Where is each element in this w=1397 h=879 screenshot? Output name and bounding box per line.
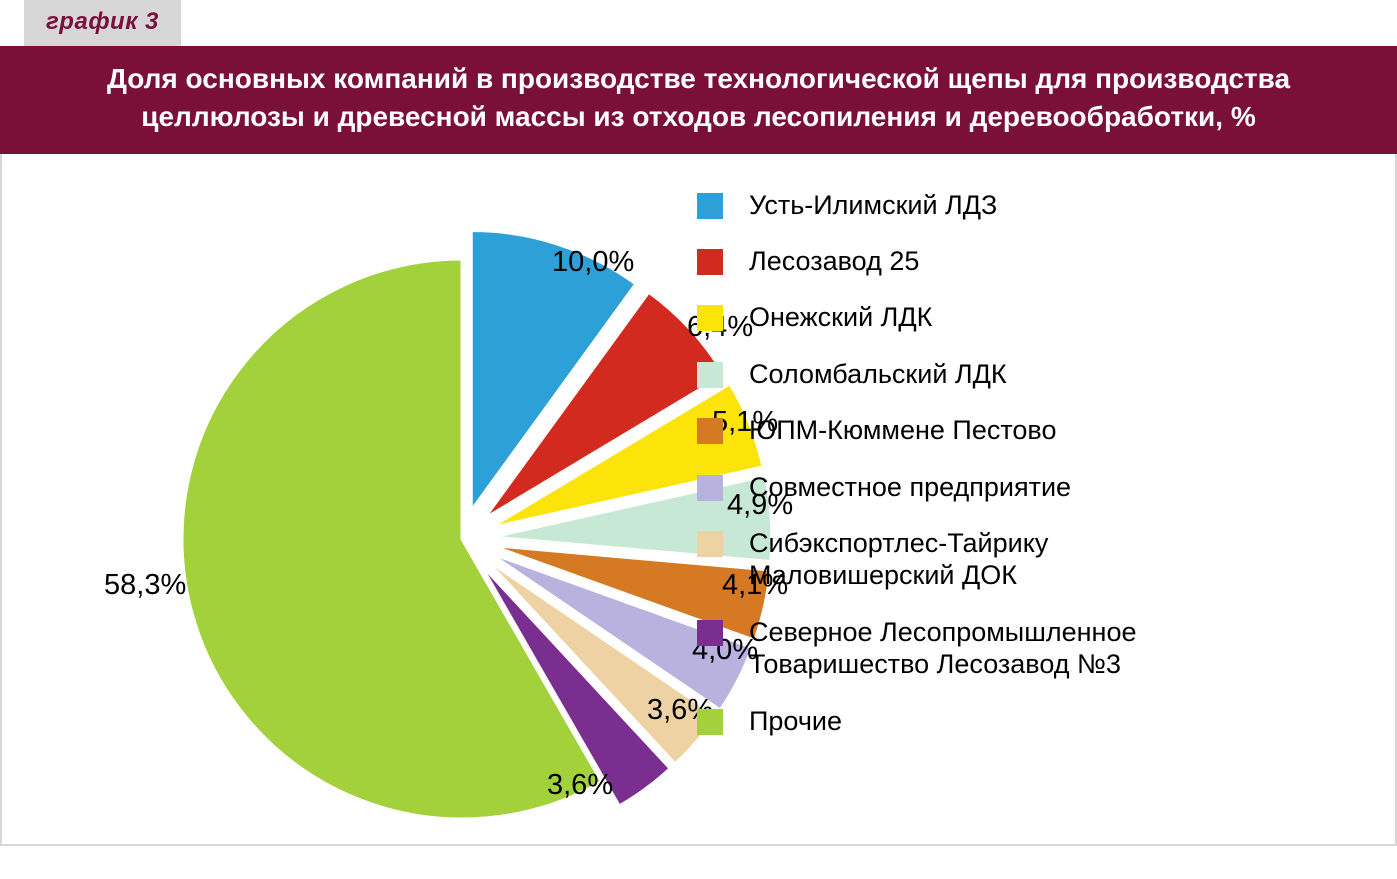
legend-item: Усть-Илимский ЛДЗ bbox=[697, 189, 1337, 221]
legend-swatch bbox=[697, 249, 723, 275]
legend-item: ЮПМ-Кюммене Пестово bbox=[697, 414, 1337, 446]
legend-item: Сибэкспортлес-ТайрикуМаловишерский ДОК bbox=[697, 527, 1337, 592]
legend-label: Северное ЛесопромышленноеТоваришество Ле… bbox=[749, 616, 1137, 681]
legend-label: Онежский ЛДК bbox=[749, 301, 932, 333]
legend-item: Лесозавод 25 bbox=[697, 245, 1337, 277]
legend-item: Онежский ЛДК bbox=[697, 301, 1337, 333]
legend-label: Прочие bbox=[749, 705, 842, 737]
legend: Усть-Илимский ЛДЗ Лесозавод 25 Онежский ЛД… bbox=[697, 189, 1337, 761]
legend-label: ЮПМ-Кюммене Пестово bbox=[749, 414, 1056, 446]
legend-label: Совместное предприятие bbox=[749, 471, 1071, 503]
legend-item: Соломбальский ЛДК bbox=[697, 358, 1337, 390]
legend-swatch bbox=[697, 418, 723, 444]
legend-label: Усть-Илимский ЛДЗ bbox=[749, 189, 997, 221]
chart-area: 10,0%6,4%5,1%4,9%4,1%4,0%3,6%3,6%58,3% У… bbox=[0, 154, 1397, 846]
legend-swatch bbox=[697, 531, 723, 557]
slice-value-label: 3,6% bbox=[547, 769, 613, 802]
legend-item: Прочие bbox=[697, 705, 1337, 737]
legend-swatch bbox=[697, 193, 723, 219]
chart-number-tab: график 3 bbox=[24, 0, 181, 46]
legend-swatch bbox=[697, 620, 723, 646]
legend-label: Соломбальский ЛДК bbox=[749, 358, 1007, 390]
slice-value-label: 10,0% bbox=[552, 246, 634, 279]
legend-swatch bbox=[697, 475, 723, 501]
slice-value-label: 58,3% bbox=[104, 569, 186, 602]
legend-item: Северное ЛесопромышленноеТоваришество Ле… bbox=[697, 616, 1337, 681]
legend-label: Лесозавод 25 bbox=[749, 245, 919, 277]
legend-swatch bbox=[697, 362, 723, 388]
legend-item: Совместное предприятие bbox=[697, 471, 1337, 503]
chart-title: Доля основных компаний в производстве те… bbox=[0, 46, 1397, 154]
legend-swatch bbox=[697, 709, 723, 735]
legend-swatch bbox=[697, 305, 723, 331]
legend-label: Сибэкспортлес-ТайрикуМаловишерский ДОК bbox=[749, 527, 1048, 592]
